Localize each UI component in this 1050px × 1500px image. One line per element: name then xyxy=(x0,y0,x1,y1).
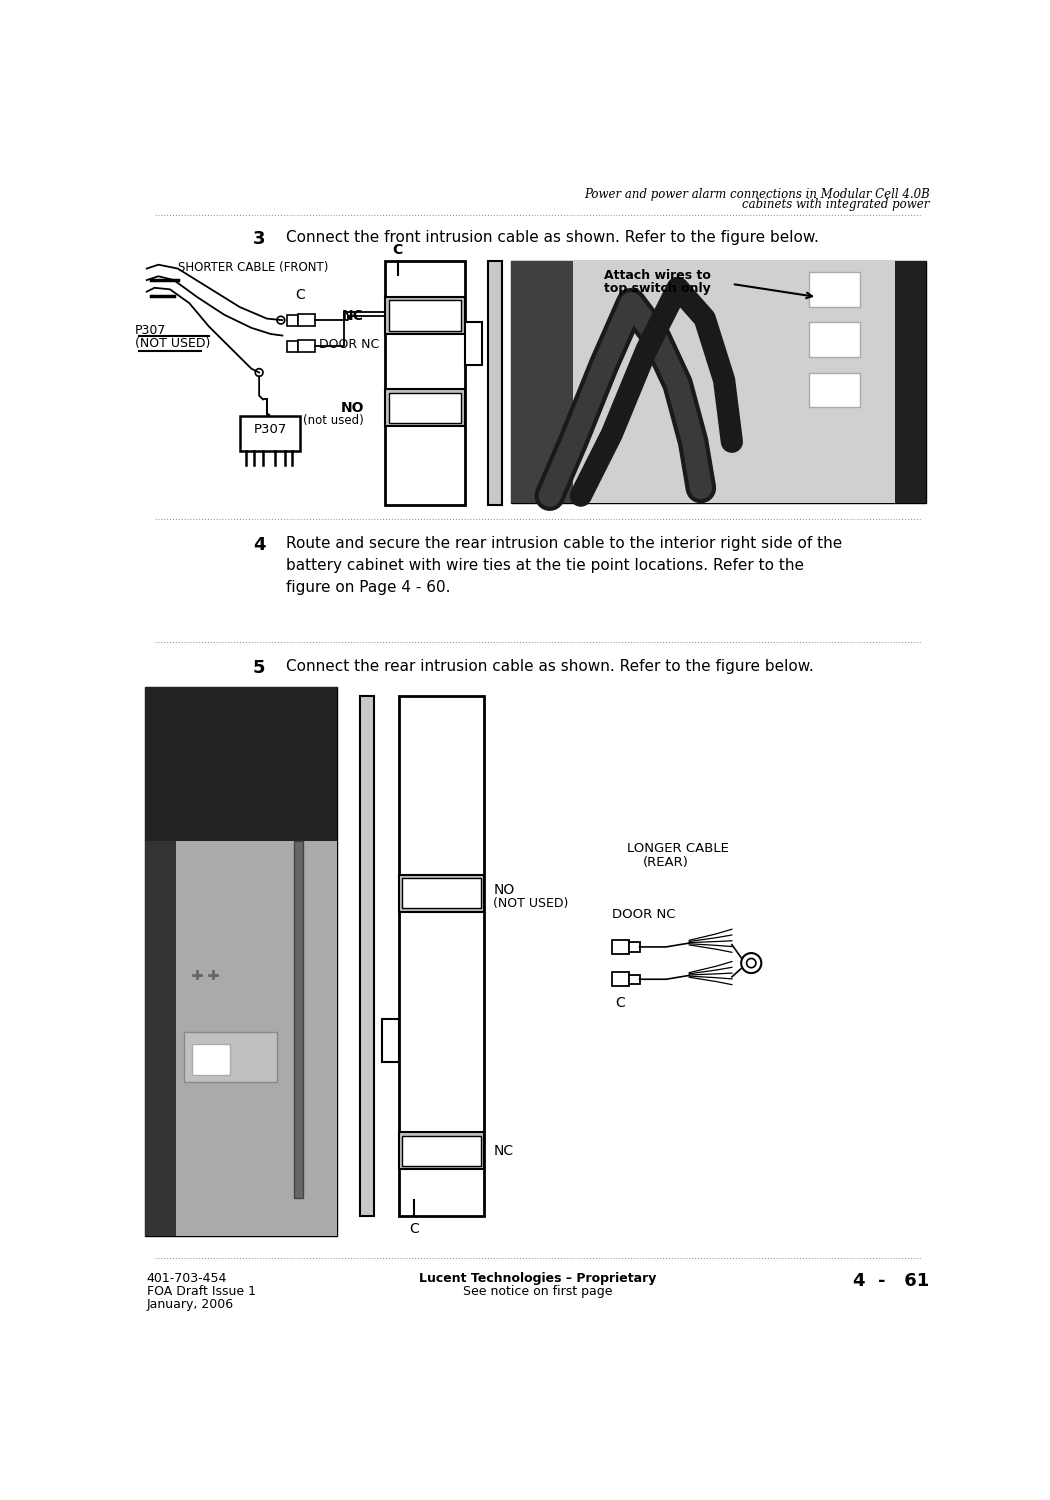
Bar xyxy=(184,1032,277,1083)
Text: (REAR): (REAR) xyxy=(643,856,689,868)
Text: Lucent Technologies – Proprietary: Lucent Technologies – Proprietary xyxy=(419,1272,657,1286)
Bar xyxy=(145,687,337,840)
Bar xyxy=(381,1020,399,1062)
Text: Power and power alarm connections in Modular Cell 4.0B: Power and power alarm connections in Mod… xyxy=(584,188,929,201)
Text: 3: 3 xyxy=(253,230,266,248)
Text: cabinets with integrated power: cabinets with integrated power xyxy=(742,198,929,210)
Bar xyxy=(145,840,176,1236)
Circle shape xyxy=(741,952,761,974)
Bar xyxy=(612,972,629,986)
Bar xyxy=(287,340,298,351)
Bar xyxy=(810,322,860,357)
Bar xyxy=(176,840,337,1236)
Bar xyxy=(145,687,337,1236)
Bar xyxy=(399,1132,484,1170)
Bar xyxy=(402,878,481,909)
Bar xyxy=(192,1044,230,1074)
Bar xyxy=(895,261,926,504)
Bar xyxy=(388,300,461,332)
Text: 4  -   61: 4 - 61 xyxy=(854,1272,929,1290)
Bar xyxy=(573,261,926,504)
Bar xyxy=(399,696,484,1215)
Text: C: C xyxy=(295,288,306,302)
Text: DOOR NC: DOOR NC xyxy=(319,339,379,351)
Bar xyxy=(612,940,629,954)
Bar xyxy=(464,322,482,364)
Text: (NOT USED): (NOT USED) xyxy=(494,897,568,910)
Text: Connect the rear intrusion cable as shown. Refer to the figure below.: Connect the rear intrusion cable as show… xyxy=(287,658,814,674)
Text: January, 2006: January, 2006 xyxy=(147,1298,234,1311)
Text: C: C xyxy=(410,1222,419,1236)
Bar xyxy=(385,390,464,426)
Bar xyxy=(511,261,926,504)
Circle shape xyxy=(747,958,756,968)
Bar xyxy=(629,975,639,984)
Text: top switch only: top switch only xyxy=(604,282,711,294)
Text: See notice on first page: See notice on first page xyxy=(463,1286,613,1298)
Bar xyxy=(810,372,860,406)
Text: P307: P307 xyxy=(253,423,287,436)
Bar xyxy=(388,393,461,423)
Bar xyxy=(360,696,374,1215)
Text: NC: NC xyxy=(342,309,363,322)
Text: C: C xyxy=(393,243,403,256)
Text: (NOT USED): (NOT USED) xyxy=(135,336,210,350)
Text: P307: P307 xyxy=(135,324,167,336)
Text: SHORTER CABLE (FRONT): SHORTER CABLE (FRONT) xyxy=(177,261,328,274)
Bar xyxy=(298,314,315,327)
Text: NO: NO xyxy=(340,400,363,416)
Text: (not used): (not used) xyxy=(303,414,363,426)
Text: DOOR NC: DOOR NC xyxy=(612,908,675,921)
Text: NC: NC xyxy=(494,1144,513,1158)
Text: C: C xyxy=(615,996,625,1010)
Text: FOA Draft Issue 1: FOA Draft Issue 1 xyxy=(147,1286,256,1298)
Bar xyxy=(385,297,464,334)
Bar xyxy=(239,417,300,452)
Bar xyxy=(287,315,298,326)
Circle shape xyxy=(277,316,285,324)
Text: Connect the front intrusion cable as shown. Refer to the figure below.: Connect the front intrusion cable as sho… xyxy=(287,230,819,244)
Text: Route and secure the rear intrusion cable to the interior right side of the
batt: Route and secure the rear intrusion cabl… xyxy=(287,536,842,596)
Bar xyxy=(402,1136,481,1167)
Text: 4: 4 xyxy=(253,536,266,554)
Bar xyxy=(298,340,315,352)
Bar xyxy=(511,261,573,504)
Text: Attach wires to: Attach wires to xyxy=(604,268,711,282)
Bar xyxy=(488,261,502,506)
Text: LONGER CABLE: LONGER CABLE xyxy=(627,842,729,855)
Bar xyxy=(294,840,303,1198)
Bar xyxy=(810,273,860,308)
Text: NO: NO xyxy=(494,884,514,897)
Bar xyxy=(399,874,484,912)
Bar xyxy=(629,942,639,951)
Bar xyxy=(385,261,464,506)
Text: 5: 5 xyxy=(253,658,266,676)
Text: 401-703-454: 401-703-454 xyxy=(147,1272,227,1286)
Circle shape xyxy=(255,369,262,376)
